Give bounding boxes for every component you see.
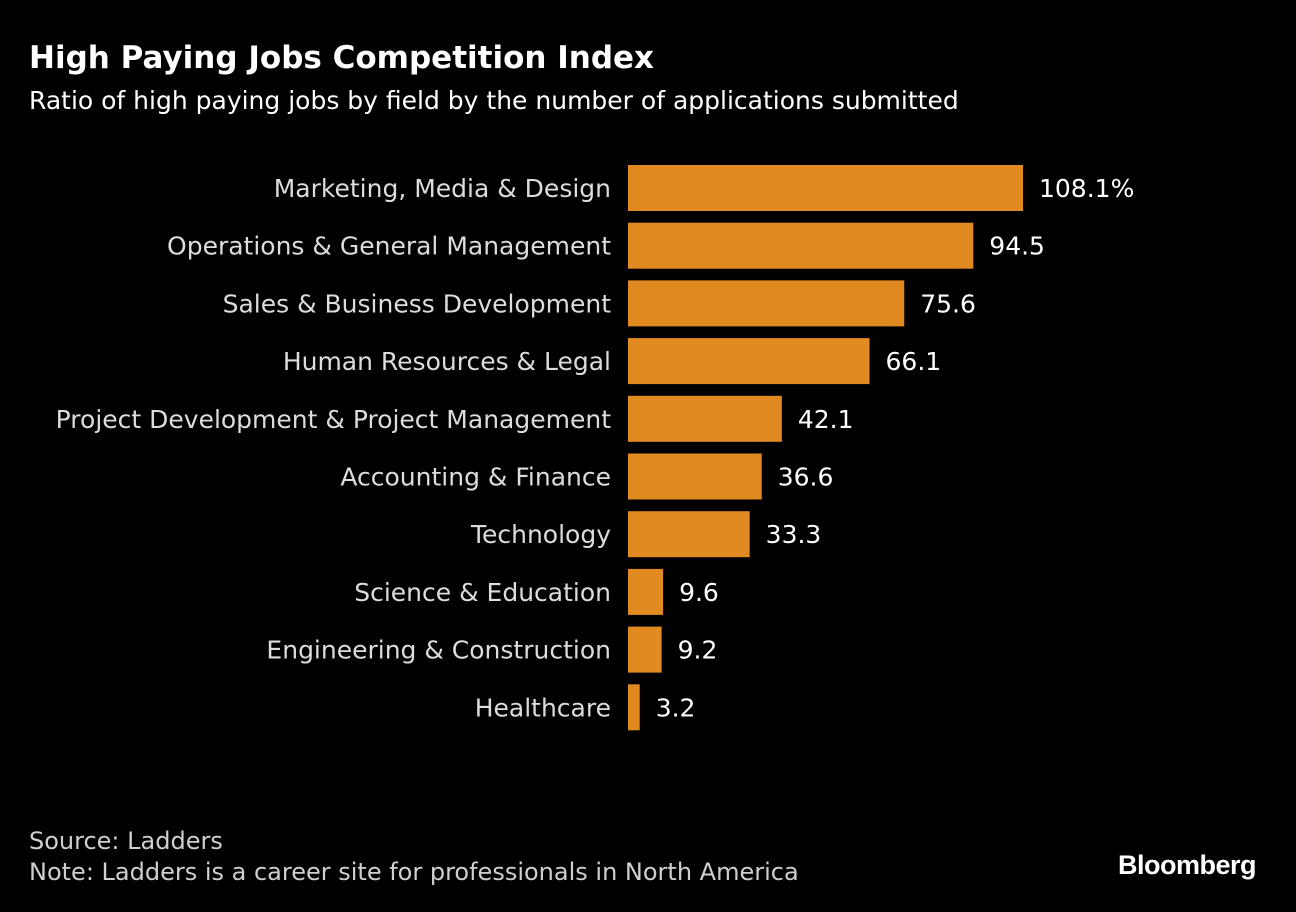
chart-subtitle: Ratio of high paying jobs by field by th… — [29, 86, 959, 115]
footnote: Note: Ladders is a career site for profe… — [29, 858, 799, 886]
data-label: 42.1 — [798, 405, 854, 434]
chart-title: High Paying Jobs Competition Index — [29, 40, 655, 76]
bar — [628, 280, 905, 327]
category-label: Human Resources & Legal — [283, 347, 611, 376]
data-label: 9.6 — [679, 578, 719, 607]
bar — [628, 511, 750, 558]
bar — [628, 684, 640, 731]
data-label: 66.1 — [886, 347, 942, 376]
data-label: 9.2 — [678, 636, 718, 665]
category-label: Sales & Business Development — [223, 289, 612, 318]
category-label: Accounting & Finance — [340, 463, 611, 492]
bar — [628, 338, 870, 385]
bloomberg-logo: Bloomberg — [1117, 850, 1257, 880]
source-note: Source: Ladders — [29, 827, 223, 855]
data-label: 94.5 — [989, 232, 1045, 261]
bar — [628, 568, 664, 615]
category-label: Technology — [470, 520, 611, 549]
category-label: Engineering & Construction — [266, 636, 611, 665]
category-label: Marketing, Media & Design — [274, 174, 611, 203]
bar — [628, 395, 782, 442]
category-label: Project Development & Project Management — [56, 405, 612, 434]
data-label: 33.3 — [766, 520, 822, 549]
bar — [628, 222, 974, 269]
bar — [628, 165, 1023, 211]
category-label: Science & Education — [354, 578, 611, 607]
bar — [628, 453, 762, 500]
data-label: 36.6 — [778, 463, 834, 492]
data-label: 3.2 — [656, 693, 696, 722]
bar — [628, 626, 662, 673]
data-label: 75.6 — [920, 289, 976, 318]
category-label: Healthcare — [475, 693, 611, 722]
category-label: Operations & General Management — [167, 232, 611, 261]
data-label: 108.1% — [1039, 174, 1134, 203]
